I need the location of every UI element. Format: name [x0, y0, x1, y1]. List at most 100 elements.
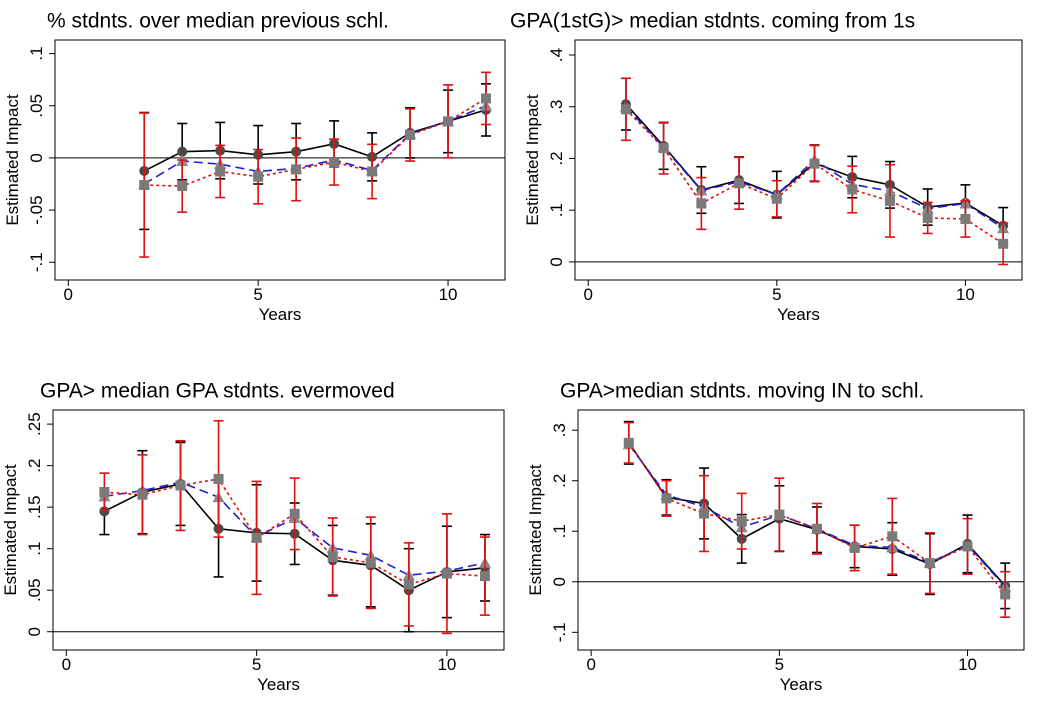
marker	[137, 489, 148, 500]
x-tick-label: 10	[437, 655, 456, 674]
chart-panel: GPA>median stdnts. moving IN to schl. Yea…	[526, 380, 1025, 694]
marker	[771, 193, 782, 204]
y-axis-label: Estimated Impact	[526, 464, 545, 596]
plot-frame	[577, 409, 1025, 651]
x-tick-label: 5	[253, 285, 262, 304]
marker	[251, 532, 262, 543]
marker	[887, 531, 898, 542]
chart-panel: GPA(1stG)> median stdnts. coming from 1s…	[510, 10, 1023, 324]
y-tick-label: .3	[547, 100, 566, 114]
chart-panel: % stdnts. over median previous schl. Year…	[3, 10, 506, 324]
marker	[998, 238, 1009, 249]
marker	[215, 166, 226, 177]
marker	[924, 558, 935, 569]
marker	[811, 523, 822, 534]
y-tick-label: .1	[547, 203, 566, 217]
marker	[696, 198, 707, 209]
marker	[213, 473, 224, 484]
y-tick-label: .1	[25, 542, 44, 556]
marker	[365, 557, 376, 568]
x-axis-label: Years	[780, 675, 823, 694]
marker	[734, 178, 745, 189]
marker	[441, 568, 452, 579]
marker	[99, 487, 110, 498]
y-tick-label: .15	[25, 495, 44, 519]
x-tick-label: 10	[439, 285, 458, 304]
y-tick-label: .05	[27, 94, 46, 118]
marker	[403, 579, 414, 590]
marker	[367, 166, 378, 177]
chart-title: GPA> median GPA stdnts. evermoved	[40, 380, 395, 403]
series-line	[625, 108, 1004, 245]
chart-panel: GPA> median GPA stdnts. evermoved Years Es…	[1, 380, 505, 694]
marker	[479, 571, 490, 582]
marker	[658, 143, 669, 154]
x-tick-label: 0	[586, 655, 595, 674]
y-axis-label: Estimated Impact	[523, 94, 542, 226]
marker	[443, 116, 454, 127]
chart-title: % stdnts. over median previous schl.	[47, 10, 389, 33]
x-tick-label: 10	[956, 285, 975, 304]
marker	[884, 195, 895, 206]
chart-title: GPA>median stdnts. moving IN to schl.	[560, 380, 924, 403]
x-tick-label: 0	[583, 285, 592, 304]
marker	[289, 508, 300, 519]
marker	[736, 516, 747, 527]
series-line	[143, 104, 487, 185]
y-tick-label: .25	[25, 412, 44, 436]
marker	[849, 542, 860, 553]
y-tick-label: .1	[550, 524, 569, 538]
marker	[327, 551, 338, 562]
marker	[175, 480, 186, 491]
x-axis-label: Years	[257, 675, 300, 694]
x-tick-label: 5	[252, 655, 261, 674]
x-tick-label: 5	[772, 285, 781, 304]
marker	[661, 493, 672, 504]
x-tick-label: 10	[958, 655, 977, 674]
marker	[139, 180, 150, 191]
plot-frame	[54, 39, 506, 281]
y-tick-label: 0	[550, 577, 569, 586]
marker	[922, 212, 933, 223]
y-tick-label: .2	[547, 151, 566, 165]
y-tick-label: -.1	[550, 622, 569, 642]
plot-frame	[52, 409, 505, 651]
y-tick-label: .1	[27, 46, 46, 60]
marker	[253, 171, 264, 182]
marker	[405, 129, 416, 140]
marker	[809, 158, 820, 169]
series-line	[104, 478, 486, 586]
marker	[699, 508, 710, 519]
marker	[1000, 589, 1011, 600]
y-tick-label: .3	[550, 423, 569, 437]
marker	[847, 184, 858, 195]
marker	[774, 509, 785, 520]
marker	[177, 181, 188, 192]
y-tick-label: -.1	[27, 252, 46, 272]
series-line	[144, 97, 487, 187]
y-tick-label: 0	[547, 257, 566, 266]
marker	[291, 164, 302, 175]
chart-title: GPA(1stG)> median stdnts. coming from 1s	[510, 10, 915, 33]
y-tick-label: 0	[27, 153, 46, 162]
y-tick-label: -.05	[27, 195, 46, 224]
y-axis-label: Estimated Impact	[3, 94, 22, 226]
marker	[329, 157, 340, 168]
marker	[623, 437, 634, 448]
y-tick-label: .2	[25, 459, 44, 473]
y-tick-label: .4	[547, 48, 566, 62]
y-tick-label: .05	[25, 578, 44, 602]
x-axis-label: Years	[777, 305, 820, 324]
x-axis-label: Years	[259, 305, 302, 324]
marker	[177, 146, 188, 157]
y-tick-label: 0	[25, 627, 44, 636]
y-tick-label: .2	[550, 474, 569, 488]
x-tick-label: 0	[64, 285, 73, 304]
plot-frame	[574, 39, 1023, 281]
y-axis-label: Estimated Impact	[1, 464, 20, 596]
marker	[960, 213, 971, 224]
marker	[481, 93, 492, 104]
x-tick-label: 5	[775, 655, 784, 674]
